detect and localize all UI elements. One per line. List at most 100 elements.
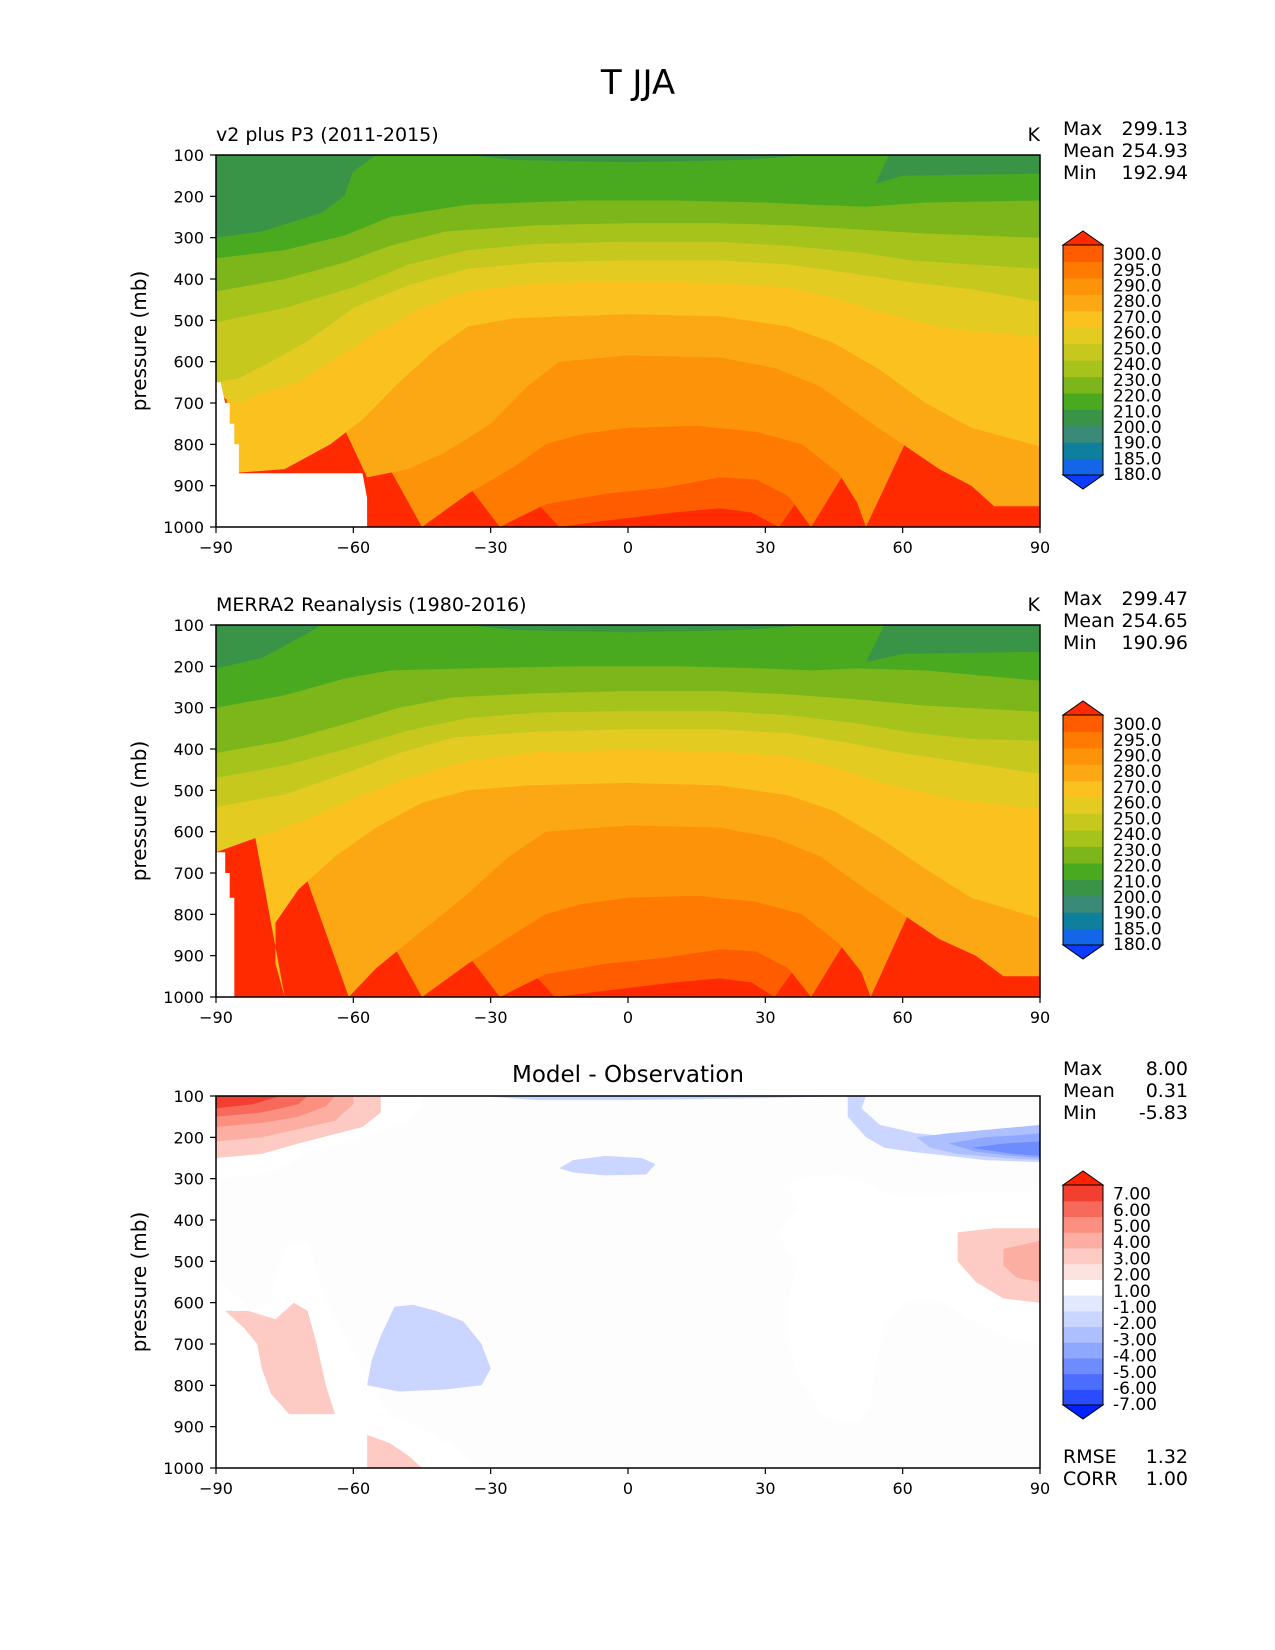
colorbar-model-segment-12 xyxy=(1063,277,1103,295)
xtick-label-0: 0 xyxy=(623,1008,633,1027)
y-ticks-observation: 100 200 300 400 500 600 700 800 900 1000 xyxy=(163,616,216,1007)
stat-max-value-model: 299.13 xyxy=(1122,118,1188,140)
colorbar-difference-segment-14 xyxy=(1063,1185,1103,1202)
colorbar-observation-segment-12 xyxy=(1063,747,1103,765)
colorbar-model-label-10: 210.0 xyxy=(1113,402,1162,422)
ytick-label-400: 400 xyxy=(173,740,204,759)
ytick-label-800: 800 xyxy=(173,1376,204,1395)
xtick-label-60: 60 xyxy=(892,1008,912,1027)
missing-data-observation xyxy=(216,852,235,997)
colorbar-observation-label-10: 210.0 xyxy=(1113,872,1162,892)
colorbar-difference-label-4: 3.00 xyxy=(1113,1249,1151,1269)
panel-title-model: v2 plus P3 (2011-2015) xyxy=(216,124,439,146)
ytick-label-100: 100 xyxy=(173,616,204,635)
contour-fill-difference-13-level--1 xyxy=(481,1096,844,1101)
ytick-label-1000: 1000 xyxy=(163,518,204,537)
contour-fill-difference-17-level--4 xyxy=(971,1141,1040,1156)
colorbar-observation-over-triangle xyxy=(1061,700,1105,716)
colorbar-model-segment-14 xyxy=(1063,245,1103,263)
stat-max-label-model: Max xyxy=(1063,118,1102,140)
figure-title: T JJA xyxy=(600,63,675,103)
ytick-label-200: 200 xyxy=(173,187,204,206)
stat-mean-label-observation: Mean xyxy=(1063,610,1115,632)
colorbar-observation: 300.0295.0290.0280.0270.0260.0250.0240.0… xyxy=(1061,700,1162,960)
xtick-label-30: 30 xyxy=(755,538,775,557)
colorbar-model-segment-5 xyxy=(1063,392,1103,410)
contour-fill-difference-12-level-3 xyxy=(1003,1240,1040,1282)
colorbar-model-under-triangle xyxy=(1061,474,1105,490)
units-model: K xyxy=(1028,124,1041,146)
x-ticks-model: −90 −60 −30 0 30 60 90 xyxy=(199,527,1050,557)
colorbar-observation-segment-3 xyxy=(1063,895,1103,913)
xtick-label-60: 60 xyxy=(892,538,912,557)
colorbar-observation-segment-10 xyxy=(1063,780,1103,798)
colorbar-observation-under-triangle xyxy=(1061,944,1105,960)
contour-layer-model xyxy=(216,155,1040,527)
colorbar-difference: 7.006.005.004.003.002.001.00-1.00-2.00-3… xyxy=(1061,1170,1157,1420)
x-ticks-observation: −90 −60 −30 0 30 60 90 xyxy=(199,997,1050,1027)
xtick-label--30: −30 xyxy=(474,538,508,557)
stat-mean-label-model: Mean xyxy=(1063,140,1115,162)
stat-mean-label-difference: Mean xyxy=(1063,1080,1115,1102)
xtick-label-0: 0 xyxy=(623,538,633,557)
colorbar-observation-label-14: 180.0 xyxy=(1113,935,1162,955)
ytick-label-1000: 1000 xyxy=(163,988,204,1007)
colorbar-difference-segment-3 xyxy=(1063,1357,1103,1375)
stat-min-label-model: Min xyxy=(1063,162,1097,184)
colorbar-model-label-4: 270.0 xyxy=(1113,308,1162,328)
contour-fill-difference-5-level-6 xyxy=(216,1096,281,1109)
ytick-label-700: 700 xyxy=(173,1335,204,1354)
colorbar-observation-label-13: 185.0 xyxy=(1113,919,1162,939)
colorbar-difference-label-5: 2.00 xyxy=(1113,1266,1151,1286)
contour-fill-model-below-210 xyxy=(216,155,1040,259)
colorbar-difference-under-triangle xyxy=(1061,1404,1105,1420)
stat-max-label-observation: Max xyxy=(1063,588,1102,610)
ytick-label-300: 300 xyxy=(173,699,204,718)
colorbar-model-segment-1 xyxy=(1063,458,1103,476)
colorbar-difference-segment-10 xyxy=(1063,1247,1103,1265)
colorbar-difference-segment-8 xyxy=(1063,1279,1103,1296)
xtick-label-90: 90 xyxy=(1030,538,1050,557)
corr-value: 1.00 xyxy=(1146,1468,1188,1490)
colorbar-difference-segment-4 xyxy=(1063,1342,1103,1359)
colorbar-model-segment-10 xyxy=(1063,310,1103,328)
metrics-difference: RMSE 1.32 CORR 1.00 xyxy=(1063,1446,1188,1490)
ytick-label-400: 400 xyxy=(173,1211,204,1230)
colorbar-model-segment-6 xyxy=(1063,376,1103,394)
colorbar-model-segment-8 xyxy=(1063,343,1103,361)
stat-min-label-observation: Min xyxy=(1063,632,1097,654)
xtick-label--30: −30 xyxy=(474,1008,508,1027)
contour-fill-difference-9-level-2 xyxy=(367,1434,422,1468)
ylabel-observation: pressure (mb) xyxy=(127,741,151,882)
colorbar-difference-segment-13 xyxy=(1063,1200,1103,1218)
colorbar-difference-over-triangle xyxy=(1061,1170,1105,1186)
xtick-label-90: 90 xyxy=(1030,1479,1050,1498)
colorbar-model-segment-4 xyxy=(1063,409,1103,427)
colorbar-observation-label-12: 190.0 xyxy=(1113,904,1162,924)
ytick-label-600: 600 xyxy=(173,823,204,842)
colorbar-difference-label-6: 1.00 xyxy=(1113,1282,1151,1302)
colorbar-observation-segment-8 xyxy=(1063,813,1103,831)
colorbar-model-segment-11 xyxy=(1063,294,1103,312)
colorbar-observation-label-3: 280.0 xyxy=(1113,762,1162,782)
ytick-label-900: 900 xyxy=(173,477,204,496)
stat-mean-value-difference: 0.31 xyxy=(1146,1080,1188,1102)
colorbar-observation-segment-6 xyxy=(1063,846,1103,864)
ytick-label-500: 500 xyxy=(173,781,204,800)
colorbar-model-label-7: 240.0 xyxy=(1113,355,1162,375)
rmse-value: 1.32 xyxy=(1146,1446,1188,1468)
colorbar-model-label-6: 250.0 xyxy=(1113,339,1162,359)
panel-title-difference: Model - Observation xyxy=(512,1062,744,1088)
colorbar-difference-segment-11 xyxy=(1063,1232,1103,1249)
colorbar-model-over-triangle xyxy=(1061,230,1105,246)
xtick-label--60: −60 xyxy=(336,1008,370,1027)
colorbar-model-label-13: 185.0 xyxy=(1113,449,1162,469)
missing-data-difference xyxy=(216,1414,368,1468)
stats-model: Max 299.13 Mean 254.93 Min 192.94 xyxy=(1063,118,1188,184)
missing-data-model xyxy=(216,382,368,527)
colorbar-difference-segment-1 xyxy=(1063,1389,1103,1406)
colorbar-observation-label-1: 295.0 xyxy=(1113,731,1162,751)
stat-max-value-difference: 8.00 xyxy=(1146,1058,1188,1080)
